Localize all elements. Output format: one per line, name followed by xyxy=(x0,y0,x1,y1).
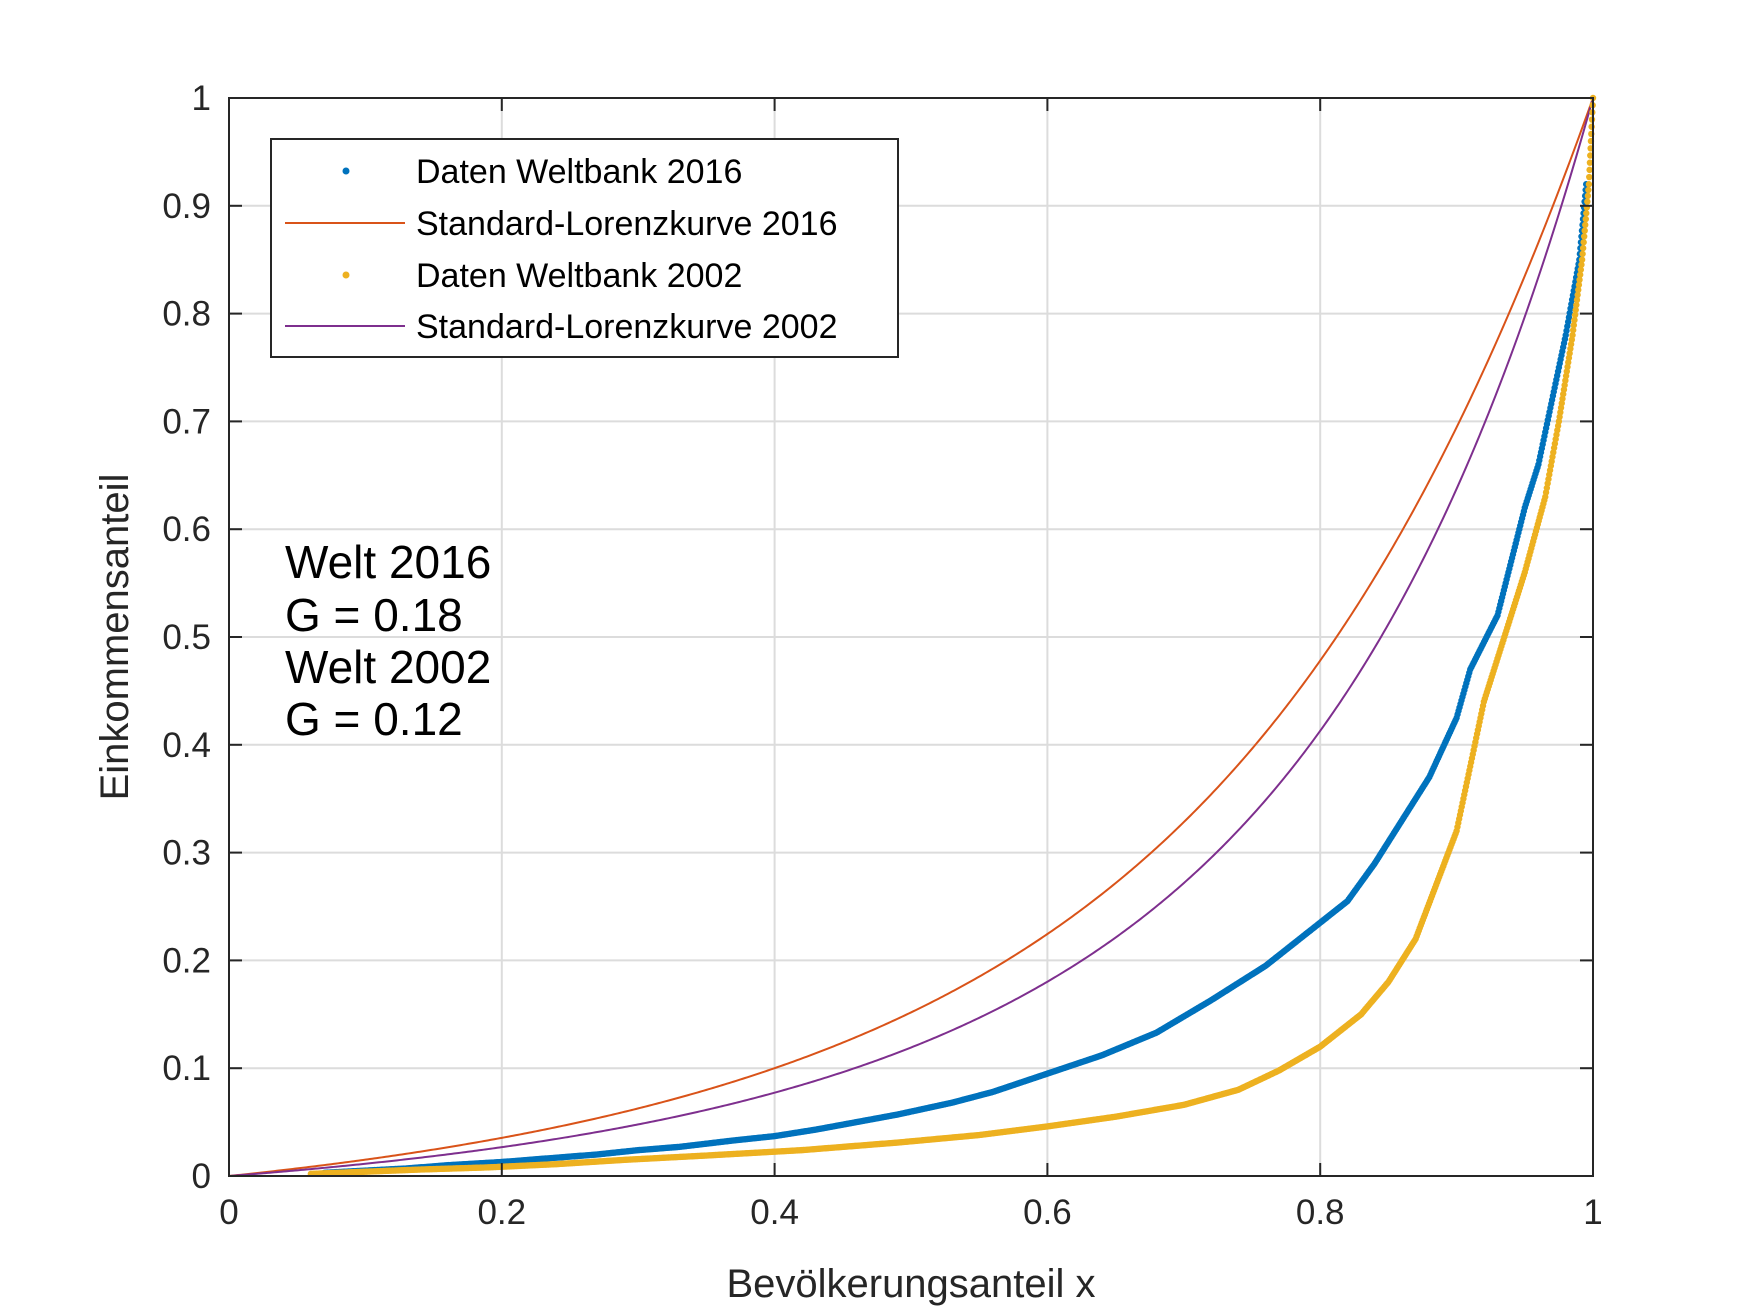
scatter-series-2002 xyxy=(307,94,1597,1178)
y-tick-label: 0.5 xyxy=(162,618,211,657)
y-tick-label: 0.3 xyxy=(162,834,211,873)
data-point xyxy=(1570,321,1578,329)
legend-entry-data-2016: Daten Weltbank 2016 xyxy=(342,153,742,191)
legend-label-data-2016: Daten Weltbank 2016 xyxy=(416,153,742,191)
gini-annotation: Welt 2016 G = 0.18 Welt 2002 G = 0.12 xyxy=(285,536,491,745)
legend-label-curve-2016: Standard-Lorenzkurve 2016 xyxy=(416,205,838,243)
y-tick-labels: 0 0.1 0.2 0.3 0.4 0.5 0.6 0.7 0.8 0.9 1 xyxy=(162,79,211,1196)
data-point xyxy=(1573,301,1580,309)
x-tick-label: 0.2 xyxy=(477,1193,526,1232)
data-point xyxy=(1588,116,1596,123)
annotation-line-2: G = 0.18 xyxy=(285,589,463,641)
data-point xyxy=(1586,159,1594,166)
y-tick-label: 0.2 xyxy=(162,941,211,980)
data-point xyxy=(1571,316,1578,324)
x-tick-label: 1 xyxy=(1583,1193,1602,1232)
legend: Daten Weltbank 2016 Standard-Lorenzkurve… xyxy=(270,138,899,358)
data-point xyxy=(1581,227,1588,234)
data-point xyxy=(1587,152,1594,159)
data-point xyxy=(1577,266,1585,273)
legend-marker-data-2016 xyxy=(342,167,350,175)
data-point xyxy=(1585,186,1592,194)
data-point xyxy=(1571,311,1579,319)
legend-marker-data-2002 xyxy=(342,271,350,279)
lorenz-curve-2016 xyxy=(228,97,1594,1177)
data-point xyxy=(1578,256,1586,263)
axis-ticks xyxy=(228,97,1594,1177)
data-point xyxy=(1580,239,1587,246)
annotation-line-3: Welt 2002 xyxy=(285,641,491,693)
legend-entry-data-2002: Daten Weltbank 2002 xyxy=(342,257,742,295)
data-point xyxy=(1582,221,1589,229)
data-point xyxy=(1572,306,1579,314)
data-point xyxy=(1578,261,1585,268)
data-point xyxy=(1576,276,1583,284)
data-point xyxy=(1582,215,1589,223)
data-point xyxy=(1580,233,1588,240)
y-tick-label: 0.9 xyxy=(162,187,211,226)
y-tick-label: 0.8 xyxy=(162,295,211,334)
data-point xyxy=(1575,286,1582,294)
y-tick-label: 0.1 xyxy=(162,1049,211,1088)
legend-label-curve-2002: Standard-Lorenzkurve 2002 xyxy=(416,308,838,346)
data-point xyxy=(1583,210,1590,217)
data-point xyxy=(1575,281,1583,289)
x-tick-label: 0.6 xyxy=(1023,1193,1072,1232)
data-point xyxy=(1576,271,1584,278)
data-point xyxy=(1574,291,1581,299)
y-tick-label: 0 xyxy=(192,1157,211,1196)
y-axis-label: Einkommensanteil xyxy=(93,474,137,801)
legend-box xyxy=(270,138,899,358)
lorenz-curve-2002 xyxy=(228,97,1594,1177)
grid-lines xyxy=(229,98,1593,1176)
data-point xyxy=(1584,192,1592,200)
y-tick-label: 1 xyxy=(192,79,211,118)
annotation-line-1: Welt 2016 xyxy=(285,536,491,588)
y-tick-label: 0.7 xyxy=(162,402,211,441)
data-point xyxy=(1584,198,1591,205)
data-point xyxy=(1573,296,1581,304)
x-tick-label: 0.4 xyxy=(750,1193,799,1232)
data-point xyxy=(1579,250,1586,258)
data-point xyxy=(1569,326,1577,334)
data-point xyxy=(1569,331,1576,339)
legend-entry-curve-2002: Standard-Lorenzkurve 2002 xyxy=(285,308,838,346)
data-point xyxy=(1586,166,1593,174)
annotation-line-4: G = 0.12 xyxy=(285,693,463,745)
legend-label-data-2002: Daten Weltbank 2002 xyxy=(416,257,742,295)
data-point xyxy=(1586,173,1593,181)
x-tick-label: 0 xyxy=(219,1193,238,1232)
data-point xyxy=(1585,181,1593,188)
legend-entry-curve-2016: Standard-Lorenzkurve 2016 xyxy=(285,205,838,243)
x-axis-label: Bevölkerungsanteil x xyxy=(726,1262,1095,1306)
x-tick-labels: 0 0.2 0.4 0.6 0.8 1 xyxy=(219,1193,1602,1232)
y-tick-label: 0.6 xyxy=(162,510,211,549)
x-tick-label: 0.8 xyxy=(1296,1193,1345,1232)
y-tick-label: 0.4 xyxy=(162,726,211,765)
data-point xyxy=(1579,244,1587,252)
plot-content xyxy=(228,94,1597,1178)
